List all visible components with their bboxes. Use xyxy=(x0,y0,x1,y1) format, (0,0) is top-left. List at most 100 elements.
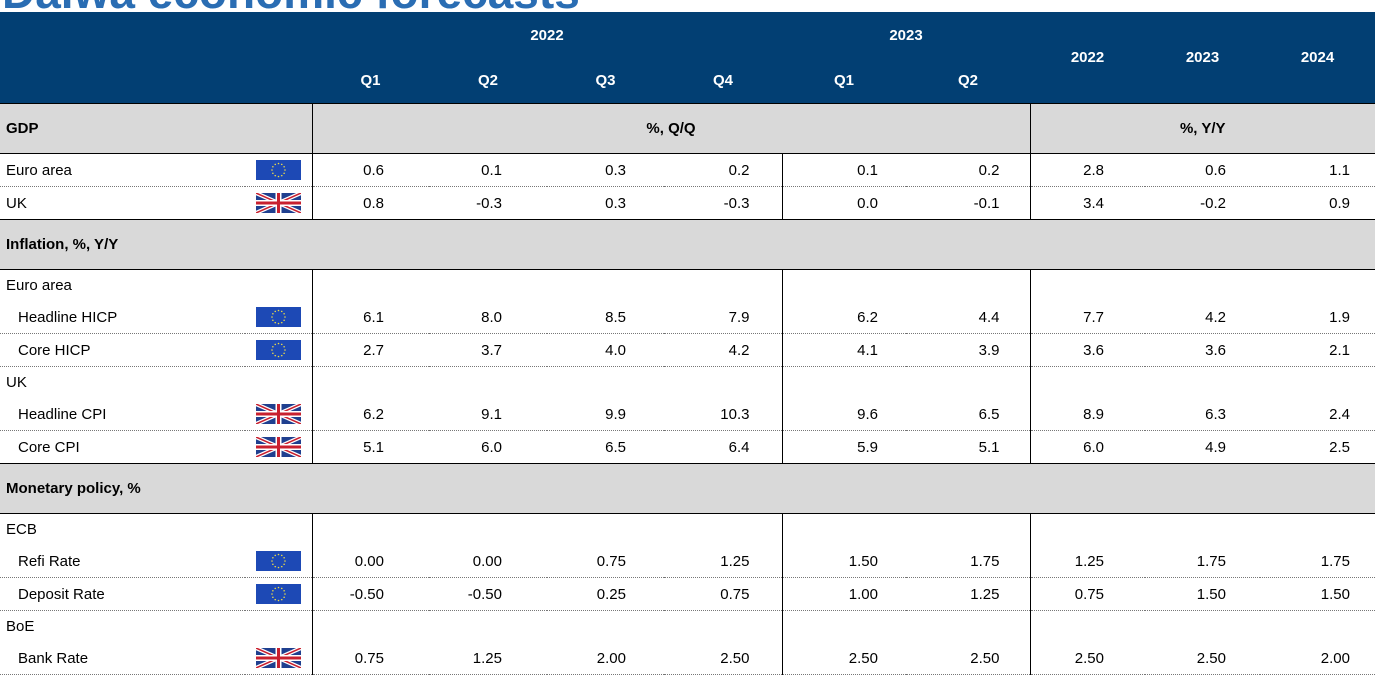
header-annual: 2022 xyxy=(1030,12,1145,104)
group-label: ECB xyxy=(6,521,37,538)
flag-cell xyxy=(245,430,312,464)
data-row: Bank Rate 0.75 1.25 2.00 2.50 2.50 2.50 2.50 2.5… xyxy=(0,642,1375,675)
value-cell: 6.0 xyxy=(429,430,547,464)
value-cell: 1.50 xyxy=(1260,577,1375,611)
flag-cell xyxy=(245,333,312,367)
value-cell: 6.5 xyxy=(547,430,664,464)
value-cell: -0.3 xyxy=(664,186,782,220)
header-quarter: Q2 xyxy=(906,58,1030,104)
value-cell: 7.7 xyxy=(1029,301,1145,334)
value-cell: 0.0 xyxy=(781,186,906,220)
blank-cell xyxy=(781,513,1030,545)
value-cell: 2.50 xyxy=(1145,642,1260,675)
value-cell: 0.75 xyxy=(664,577,782,611)
value-cell: 3.6 xyxy=(1029,333,1145,367)
section-unit: %, Y/Y xyxy=(1029,103,1375,154)
value-cell: 9.6 xyxy=(781,398,906,431)
row-label: Deposit Rate xyxy=(0,577,245,611)
blank-cell xyxy=(311,269,782,301)
value-cell: 2.1 xyxy=(1260,333,1375,367)
value-cell: 2.50 xyxy=(906,642,1030,675)
value-cell: -0.50 xyxy=(311,577,429,611)
section-title: Inflation, %, Y/Y xyxy=(0,219,1375,270)
section-title: Monetary policy, % xyxy=(0,463,1375,514)
flag-cell xyxy=(245,545,312,578)
value-cell: -0.2 xyxy=(1145,186,1260,220)
value-cell: 2.50 xyxy=(664,642,782,675)
data-row: UK 0.8 -0.3 0.3 -0.3 0.0 -0.1 3.4 -0.2 0.9 xyxy=(0,186,1375,220)
header-annual: 2024 xyxy=(1260,12,1375,104)
value-cell: 8.9 xyxy=(1029,398,1145,431)
value-cell: 2.4 xyxy=(1260,398,1375,431)
section-title: GDP xyxy=(0,103,312,154)
value-cell: -0.3 xyxy=(429,186,547,220)
blank-cell xyxy=(781,610,1030,642)
value-cell: 2.50 xyxy=(781,642,906,675)
value-cell: 4.0 xyxy=(547,333,664,367)
value-cell: 2.8 xyxy=(1029,153,1145,187)
value-cell: 0.00 xyxy=(429,545,547,578)
data-row: Deposit Rate -0.50 -0.50 0.25 0.75 1.00 1.25 0.… xyxy=(0,577,1375,611)
header-blank xyxy=(0,12,312,104)
value-cell: 1.75 xyxy=(1260,545,1375,578)
blank-cell xyxy=(1029,269,1375,301)
flag-cell xyxy=(245,186,312,220)
value-cell: 6.4 xyxy=(664,430,782,464)
section-row: GDP%, Q/Q%, Y/Y xyxy=(0,103,1375,154)
value-cell: 1.25 xyxy=(429,642,547,675)
value-cell: 0.8 xyxy=(311,186,429,220)
row-label: Refi Rate xyxy=(0,545,245,578)
group-row: ECB xyxy=(0,513,1375,545)
row-label: UK xyxy=(0,186,245,220)
value-cell: 10.3 xyxy=(664,398,782,431)
value-cell: 0.3 xyxy=(547,153,664,187)
row-label: Bank Rate xyxy=(0,642,245,675)
row-label: Core CPI xyxy=(0,430,245,464)
value-cell: 0.00 xyxy=(311,545,429,578)
flag-eu xyxy=(255,160,301,180)
value-cell: 0.25 xyxy=(547,577,664,611)
value-cell: 2.00 xyxy=(547,642,664,675)
value-cell: 3.6 xyxy=(1145,333,1260,367)
row-label: Headline HICP xyxy=(0,301,245,334)
value-cell: 0.6 xyxy=(1145,153,1260,187)
flag-cell xyxy=(245,398,312,431)
blank-cell xyxy=(1029,513,1375,545)
flag-uk xyxy=(255,648,301,668)
value-cell: 0.75 xyxy=(1029,577,1145,611)
flag-cell xyxy=(245,301,312,334)
group-row: BoE xyxy=(0,610,1375,642)
flag-eu xyxy=(255,307,301,327)
value-cell: 6.5 xyxy=(906,398,1030,431)
value-cell: 6.3 xyxy=(1145,398,1260,431)
blank-cell xyxy=(1029,610,1375,642)
value-cell: 4.1 xyxy=(781,333,906,367)
value-cell: 0.2 xyxy=(906,153,1030,187)
flag-eu xyxy=(255,551,301,571)
flag-cell xyxy=(245,153,312,187)
value-cell: 1.50 xyxy=(781,545,906,578)
value-cell: 0.75 xyxy=(311,642,429,675)
value-cell: 0.1 xyxy=(781,153,906,187)
value-cell: 6.2 xyxy=(781,301,906,334)
blank-cell xyxy=(311,610,782,642)
value-cell: 7.9 xyxy=(664,301,782,334)
group-label: UK xyxy=(6,374,27,391)
value-cell: 3.4 xyxy=(1029,186,1145,220)
flag-uk xyxy=(255,404,301,424)
group-label: Euro area xyxy=(6,277,72,294)
value-cell: 6.0 xyxy=(1029,430,1145,464)
value-cell: 4.2 xyxy=(1145,301,1260,334)
value-cell: 1.25 xyxy=(1029,545,1145,578)
group-row: Euro area xyxy=(0,269,1375,301)
header-quarter: Q1 xyxy=(312,58,429,104)
value-cell: 4.4 xyxy=(906,301,1030,334)
flag-cell xyxy=(245,577,312,611)
flag-eu xyxy=(255,584,301,604)
value-cell: 2.7 xyxy=(311,333,429,367)
data-row: Core CPI 5.1 6.0 6.5 6.4 5.9 5.1 6.0 4.9 2.5 xyxy=(0,430,1375,464)
blank-cell xyxy=(781,269,1030,301)
value-cell: 0.75 xyxy=(547,545,664,578)
section-row: Monetary policy, % xyxy=(0,463,1375,514)
